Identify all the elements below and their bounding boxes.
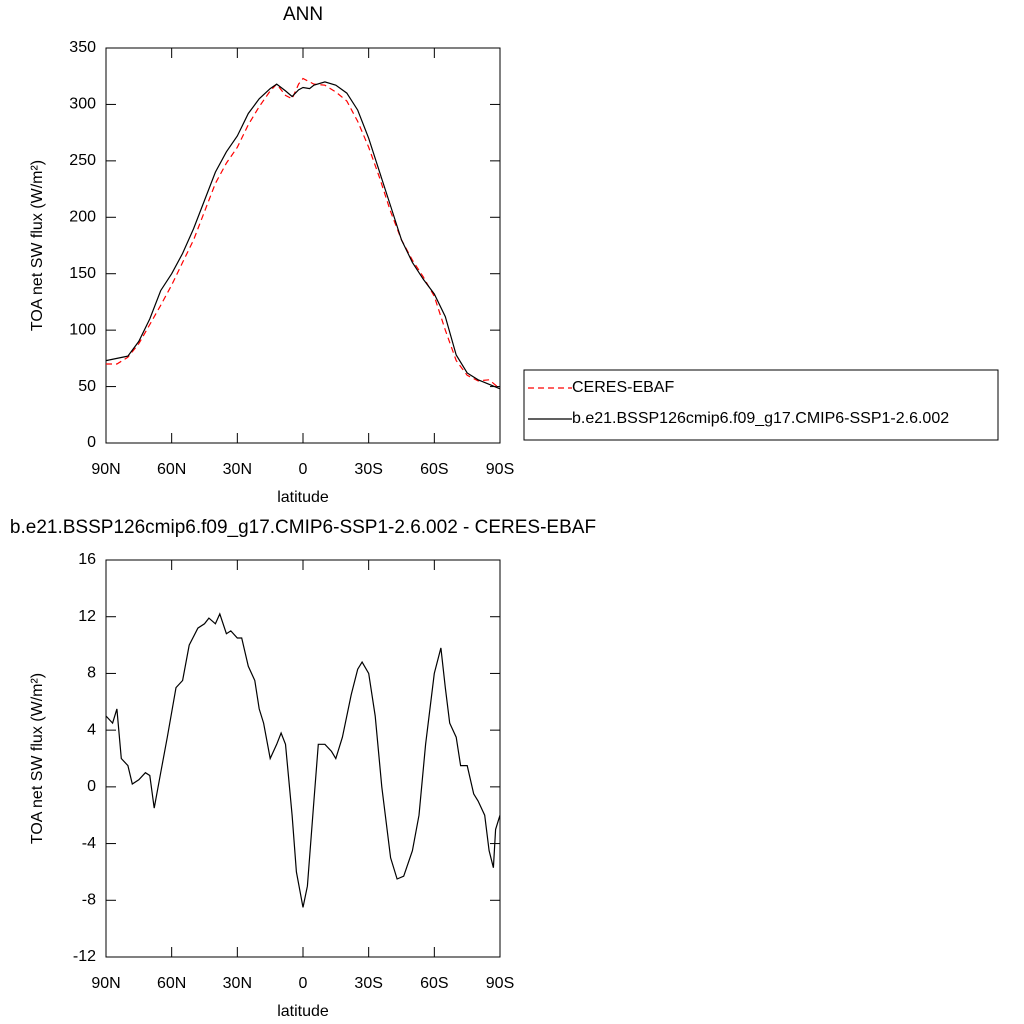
data-line: [105, 612, 501, 908]
chart-title: b.e21.BSSP126cmip6.f09_g17.CMIP6-SSP1-2.…: [10, 517, 596, 538]
y-tick-label: 0: [87, 434, 96, 451]
y-tick-label: 350: [69, 39, 96, 56]
y-tick-label: 300: [69, 96, 96, 113]
x-tick-label: 60S: [420, 461, 448, 478]
plot-frame: [105, 559, 501, 958]
x-tick-label: 30S: [354, 975, 382, 992]
y-axis-label: TOA net SW flux (W/m²): [29, 673, 46, 844]
y-tick-label: -4: [82, 835, 96, 852]
x-axis-label: latitude: [277, 489, 329, 506]
x-tick-label: 60N: [157, 461, 186, 478]
x-axis-label: latitude: [277, 1003, 329, 1020]
x-tick-label: 30S: [354, 461, 382, 478]
y-tick-label: 4: [87, 721, 96, 738]
x-tick-label: 90N: [91, 975, 120, 992]
y-tick-label: 50: [78, 378, 96, 395]
data-line: [105, 81, 501, 390]
y-tick-label: 12: [78, 608, 96, 625]
y-tick-label: -8: [82, 892, 96, 909]
legend-label: b.e21.BSSP126cmip6.f09_g17.CMIP6-SSP1-2.…: [572, 410, 949, 427]
y-tick-label: 8: [87, 665, 96, 682]
x-tick-label: 30N: [223, 975, 252, 992]
x-tick-label: 30N: [223, 461, 252, 478]
legend-box: [523, 369, 999, 441]
chart-title: ANN: [283, 4, 323, 25]
y-tick-label: 200: [69, 209, 96, 226]
y-tick-label: 0: [87, 778, 96, 795]
plot-frame: [105, 47, 501, 444]
x-tick-label: 60N: [157, 975, 186, 992]
x-tick-label: 0: [299, 975, 308, 992]
x-tick-label: 0: [299, 461, 308, 478]
x-tick-label: 90S: [486, 975, 514, 992]
y-tick-label: 150: [69, 265, 96, 282]
data-line: [106, 77, 501, 390]
y-tick-label: 16: [78, 551, 96, 568]
y-axis-label: TOA net SW flux (W/m²): [29, 160, 46, 331]
y-tick-label: 100: [69, 321, 96, 338]
y-tick-label: 250: [69, 152, 96, 169]
legend-label: CERES-EBAF: [572, 379, 674, 396]
x-tick-label: 90N: [91, 461, 120, 478]
x-tick-label: 90S: [486, 461, 514, 478]
y-tick-label: -12: [73, 948, 96, 965]
x-tick-label: 60S: [420, 975, 448, 992]
